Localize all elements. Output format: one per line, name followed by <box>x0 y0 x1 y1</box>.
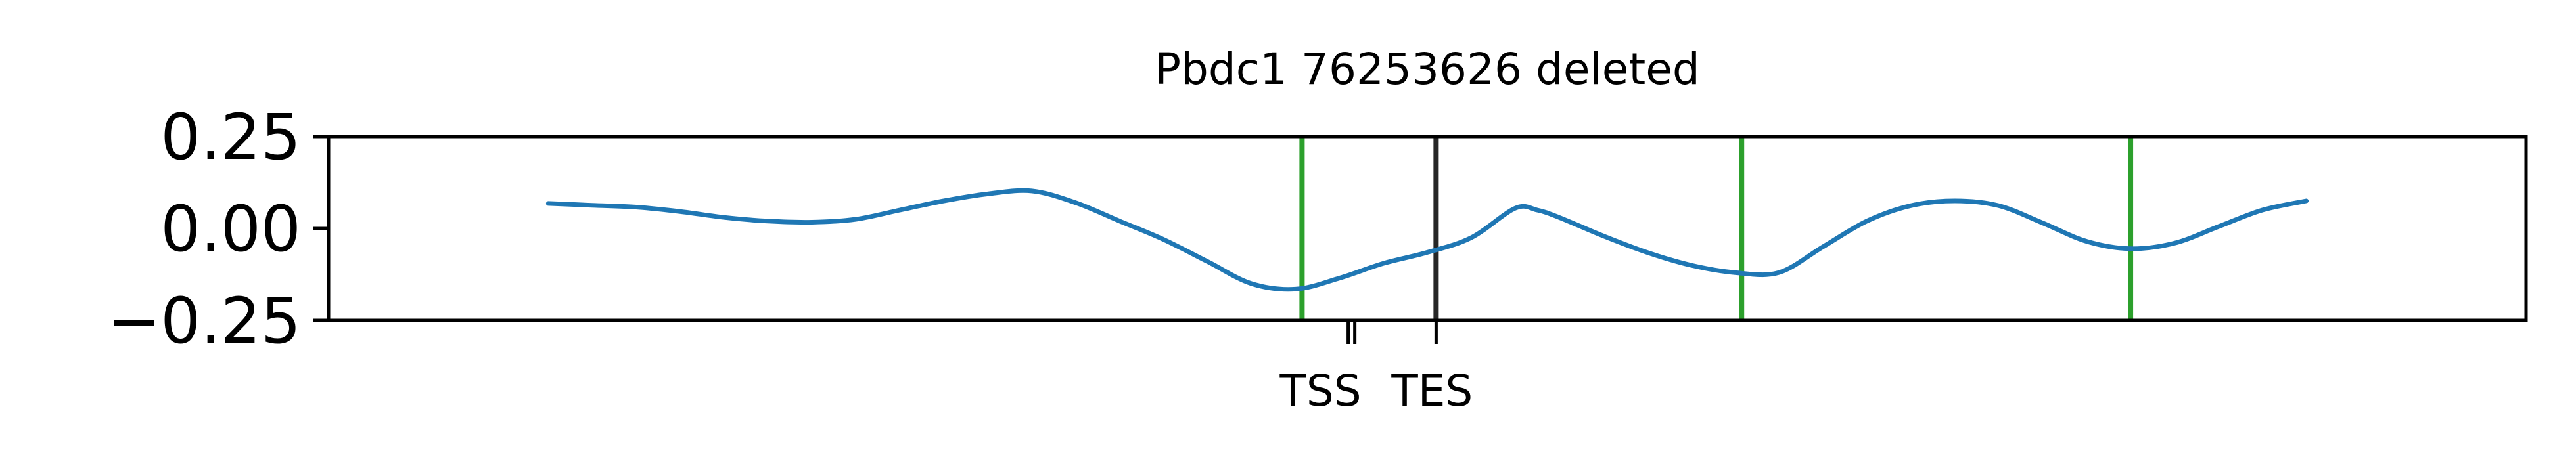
reference-lines <box>1299 137 2134 320</box>
y-tick-label-1: 0.25 <box>160 100 301 174</box>
x-axis: TSS TES <box>1279 320 1473 416</box>
series-layer <box>545 188 2309 292</box>
series-line-1 <box>545 188 2309 292</box>
y-tick-label-2: 0.00 <box>160 192 301 266</box>
y-axis: 0.25 0.00 −0.25 <box>108 100 329 358</box>
x-tick-label-tss: TSS <box>1279 366 1362 416</box>
chart-title: Pbdc1 76253626 deleted <box>1155 44 1700 95</box>
plot-frame <box>327 135 2528 322</box>
y-tick-label-3: −0.25 <box>108 284 301 358</box>
x-tick-label-tes: TES <box>1391 366 1473 416</box>
